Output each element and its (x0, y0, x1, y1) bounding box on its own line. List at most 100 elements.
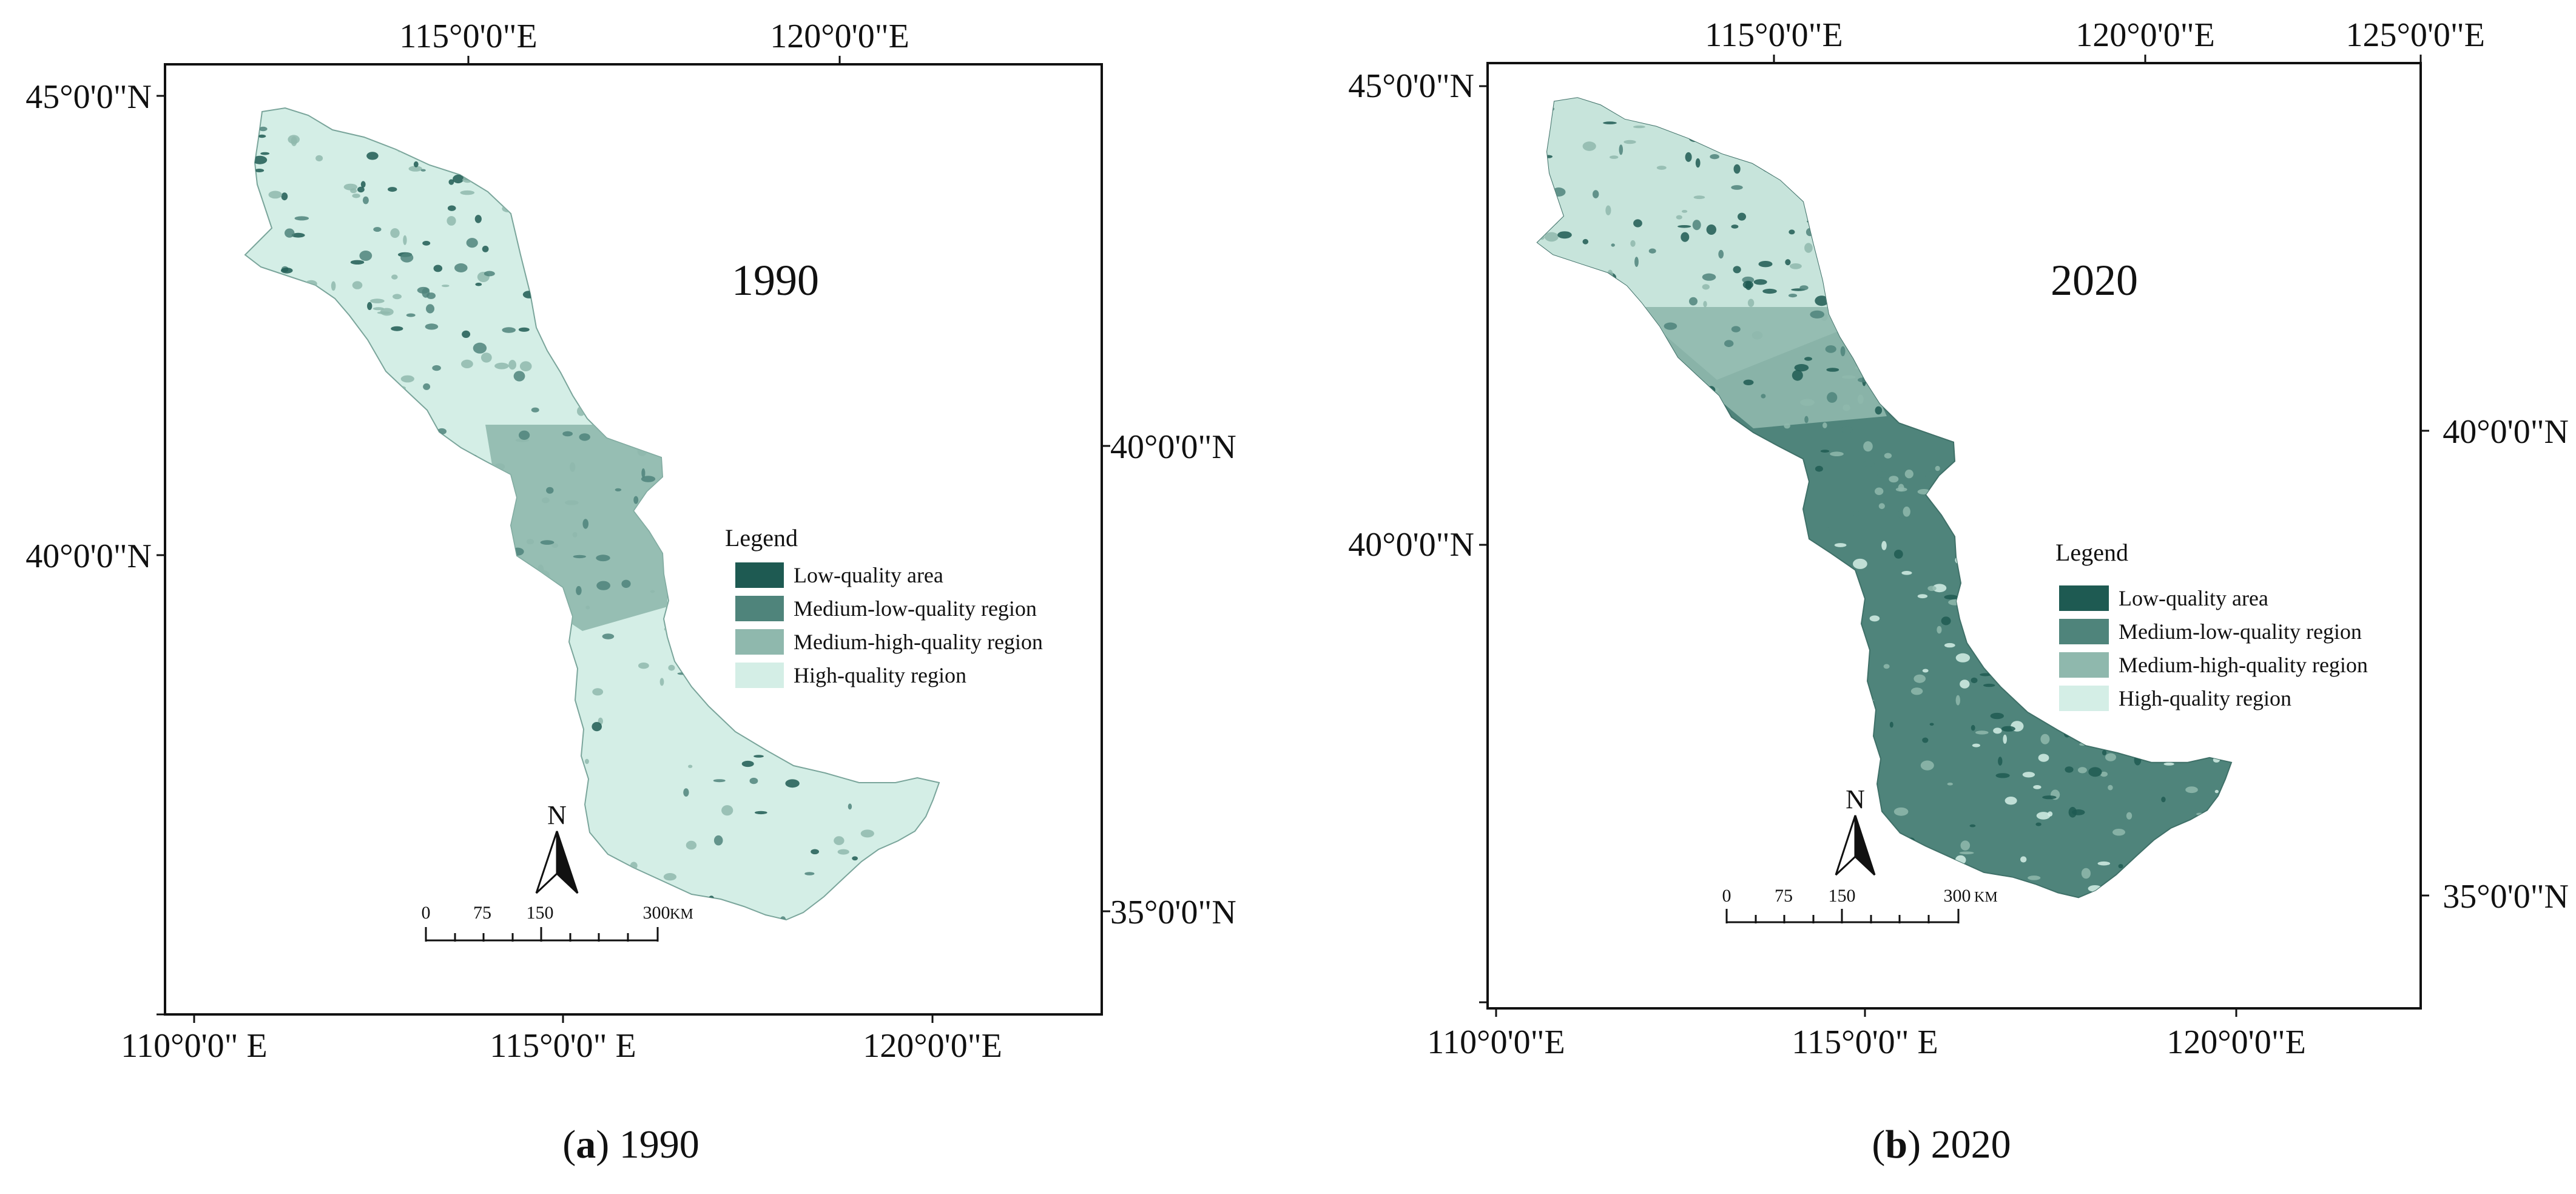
quality-patch (1692, 220, 1701, 231)
quality-patch (484, 271, 495, 277)
quality-patch (531, 407, 539, 413)
quality-patch (573, 555, 586, 559)
quality-patch (1975, 730, 1989, 735)
quality-patch (663, 873, 676, 881)
quality-patch (1810, 310, 1824, 319)
quality-patch (2038, 754, 2049, 762)
quality-patch (2097, 861, 2111, 866)
quality-patch (1841, 426, 1853, 433)
quality-patch (1724, 340, 1734, 347)
quality-patch (1731, 185, 1743, 190)
quality-patch (413, 161, 419, 167)
quality-patch (1743, 379, 1754, 385)
quality-patch (462, 330, 471, 339)
quality-patch (1929, 723, 1934, 726)
quality-patch (2126, 812, 2133, 820)
quality-patch (1863, 441, 1873, 452)
quality-patch (1955, 695, 1960, 706)
quality-patch (1877, 471, 1889, 478)
quality-patch (1825, 345, 1836, 353)
quality-patch (1623, 140, 1636, 144)
quality-patch (785, 779, 800, 788)
legend: Legend Low-quality area Medium-low-quali… (725, 524, 1043, 688)
quality-patch (1959, 851, 1974, 855)
quality-patch (1889, 721, 1893, 728)
quality-patch (1941, 616, 1951, 626)
north-arrow-icon: N (535, 800, 579, 894)
scale-label: 0 (422, 903, 431, 923)
quality-patch (432, 365, 441, 371)
quality-patch (1634, 257, 1639, 267)
quality-patch (1971, 677, 1978, 683)
quality-patch (1826, 368, 1839, 372)
quality-patch (343, 183, 357, 191)
legend: Legend Low-quality area Medium-low-quali… (2055, 539, 2368, 711)
quality-patch (2022, 772, 2035, 778)
quality-patch (683, 788, 689, 797)
quality-patch (2065, 766, 2074, 773)
quality-patch (592, 722, 602, 732)
quality-patch (1822, 422, 1827, 428)
quality-patch (1544, 232, 1559, 242)
quality-patch (360, 181, 366, 188)
quality-patch (1792, 369, 1803, 381)
quality-patch (2100, 771, 2108, 777)
quality-patch (749, 777, 758, 784)
quality-patch (1904, 470, 1913, 479)
quality-patch (1593, 190, 1599, 198)
quality-patch (1853, 558, 1867, 569)
quality-patch (1804, 357, 1812, 361)
quality-patch (1611, 243, 1615, 247)
north-label: N (1846, 784, 1865, 814)
quality-patch (1747, 298, 1755, 307)
scale-label: 75 (473, 903, 491, 923)
quality-patch (542, 497, 550, 504)
quality-patch (494, 362, 509, 369)
quality-patch (1922, 669, 1929, 673)
legend-item-low: Low-quality area (2119, 586, 2268, 610)
quality-patch (1863, 460, 1875, 467)
quality-patch (1972, 743, 1980, 747)
quality-patch (2020, 856, 2027, 863)
scale-bar: 0 75 150 300 KM (1722, 886, 1998, 923)
quality-patch (1925, 471, 1935, 481)
quality-patch (638, 663, 649, 669)
quality-patch (1710, 154, 1719, 160)
quality-patch (519, 430, 530, 440)
quality-patch (1677, 225, 1691, 228)
quality-patch (442, 285, 450, 288)
caption-letter: a (576, 1122, 596, 1167)
legend-item-medium-low: Medium-low-quality region (2119, 619, 2362, 644)
quality-patch (1898, 484, 1904, 491)
quality-patch (1944, 595, 1958, 600)
quality-patch (352, 194, 360, 198)
legend-item-medium-high: Medium-high-quality region (2119, 653, 2368, 677)
legend-swatch-medium-high (735, 629, 784, 655)
quality-patch (1685, 152, 1692, 162)
quality-patch (508, 360, 516, 370)
quality-patch (1857, 394, 1864, 404)
quality-patch (1731, 224, 1739, 229)
quality-patch (377, 311, 391, 314)
top-tick-label: 115°0'0"E (1705, 16, 1843, 54)
quality-patch (1944, 643, 1955, 648)
quality-patch (668, 664, 675, 671)
quality-patch (1971, 724, 1975, 731)
quality-patch (2102, 750, 2107, 756)
quality-patch (596, 581, 610, 590)
quality-patch (373, 227, 382, 232)
quality-patch (2077, 767, 2087, 774)
quality-patch (252, 155, 268, 164)
year-label: 2020 (2051, 256, 2138, 305)
quality-patch (1903, 506, 1910, 517)
quality-patch (1935, 465, 1940, 471)
quality-patch (1804, 416, 1809, 423)
quality-patch (1745, 282, 1752, 291)
quality-patch (367, 302, 373, 310)
quality-patch (1901, 571, 1912, 575)
scale-bar: 0 75 150 300 KM (422, 903, 693, 942)
quality-patch (406, 313, 416, 317)
quality-patch (860, 829, 874, 838)
quality-patch (1980, 673, 1991, 676)
quality-patch (1841, 375, 1856, 379)
